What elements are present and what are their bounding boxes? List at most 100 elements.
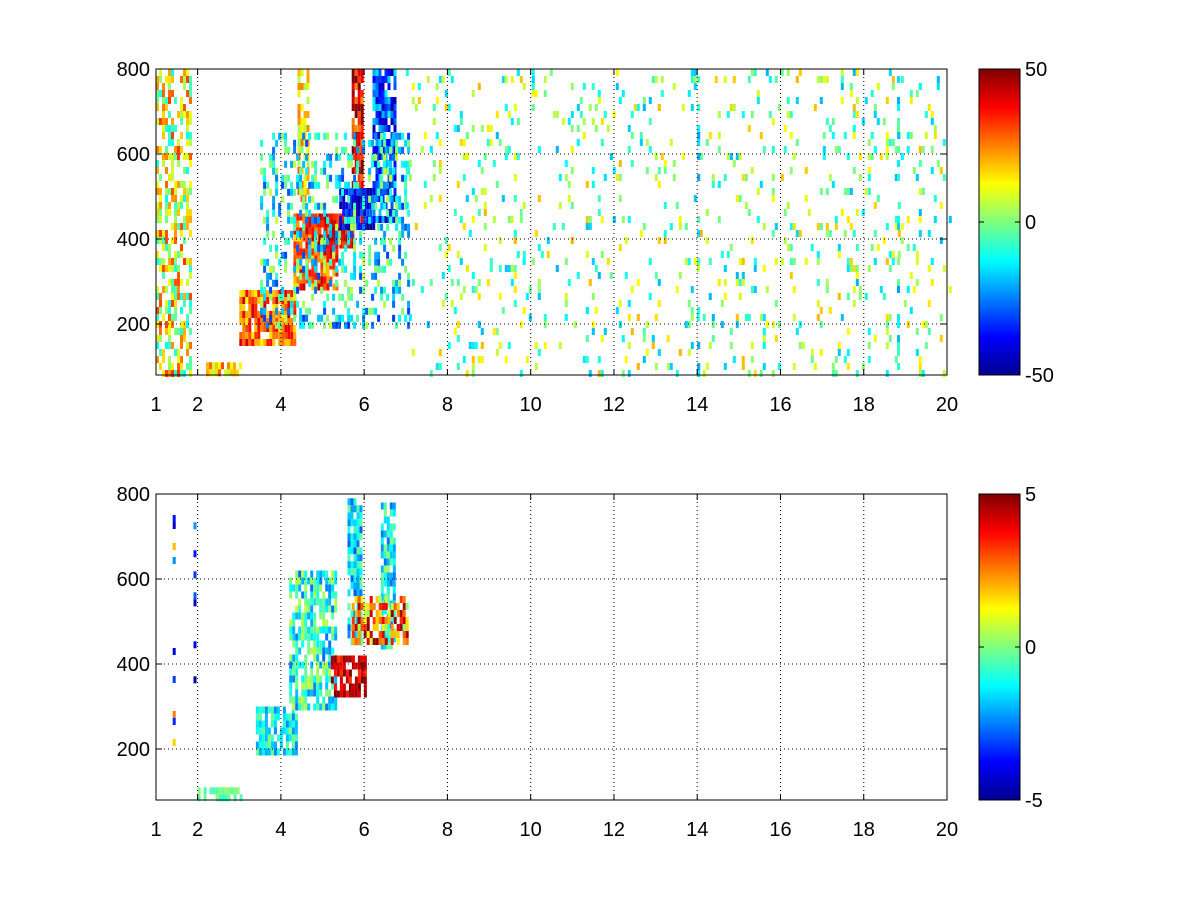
heatmap-cell [711,181,715,188]
heatmap-cell [507,111,511,118]
heatmap-cell [504,76,508,83]
heatmap-cell [299,209,303,217]
heatmap-cell [297,111,301,118]
heatmap-cell [350,272,354,280]
heatmap-cell [378,209,382,216]
heatmap-cell [189,90,192,97]
heatmap-cell [221,787,225,795]
heatmap-cell [383,502,387,510]
heatmap-cell [555,146,559,153]
heatmap-cell [284,132,288,140]
heatmap-cell [299,213,303,221]
heatmap-cell [272,279,276,287]
heatmap-cell [594,125,598,132]
heatmap-cell [389,523,393,531]
heatmap-cell [822,146,826,153]
heatmap-cell [576,272,580,279]
heatmap-cell [273,713,277,721]
heatmap-cell [495,349,499,356]
heatmap-cell [378,76,382,83]
heatmap-cell [537,146,541,153]
heatmap-cell [290,318,294,325]
heatmap-cell [759,314,763,321]
heatmap-cell [570,146,574,153]
heatmap-cell [304,633,308,641]
heatmap-cell [398,237,402,245]
heatmap-cell [371,160,375,168]
heatmap-cell [356,589,360,597]
heatmap-cell [311,241,315,249]
heatmap-cell [272,160,276,168]
heatmap-cell [174,237,177,244]
heatmap-cell [359,526,363,534]
heatmap-cell [311,160,315,168]
heatmap-cell [372,223,376,230]
heatmap-cell [308,237,312,245]
heatmap-cell [351,683,355,691]
heatmap-cell [386,586,390,594]
heatmap-cell [317,255,321,263]
heatmap-cell [165,202,168,209]
x-tick-label: 16 [769,819,791,841]
heatmap-cell [326,283,330,291]
heatmap-cell [171,363,174,370]
heatmap-cell [183,237,186,244]
heatmap-cell [654,272,658,279]
heatmap-cell [395,321,399,329]
heatmap-cell [380,642,384,650]
heatmap-cell [189,307,192,314]
heatmap-cell [384,111,388,118]
heatmap-cell [372,181,376,188]
heatmap-cell [645,349,649,356]
heatmap-cell [708,258,712,265]
heatmap-cell [540,251,544,258]
heatmap-cell [162,83,165,90]
heatmap-cell [810,244,814,251]
heatmap-cell [295,661,299,669]
heatmap-cell [320,251,324,259]
heatmap-cell [846,265,850,272]
heatmap-cell [693,76,697,83]
heatmap-cell [392,244,396,252]
heatmap-cell [342,213,346,221]
heatmap-cell [675,370,679,377]
heatmap-cell [353,498,357,506]
heatmap-cell [789,272,793,279]
heatmap-cell [723,363,727,370]
heatmap-cell [372,90,376,97]
heatmap-cell [663,167,667,174]
heatmap-cell [468,342,472,349]
heatmap-cell [375,188,379,195]
heatmap-cell [386,558,390,566]
heatmap-cell [774,300,778,307]
heatmap-cell [477,209,481,216]
heatmap-cell [375,181,379,188]
heatmap-cell [162,90,165,97]
heatmap-feature-1 [156,69,192,377]
heatmap-cell [257,318,261,325]
heatmap-cell [386,635,390,643]
heatmap-cell [344,279,348,287]
heatmap-cell [360,118,364,125]
heatmap-cell [347,505,351,513]
heatmap-cell [804,167,808,174]
heatmap-cell [328,675,332,683]
heatmap-cell [384,603,388,610]
heatmap-cell [381,603,385,610]
heatmap-cell [168,153,171,160]
heatmap-cell [392,544,396,552]
heatmap-cell [356,540,360,548]
heatmap-cell [368,251,372,259]
heatmap-cell [447,265,451,272]
heatmap-cell [383,579,387,587]
heatmap-cell [486,279,490,286]
heatmap-cell [846,328,850,335]
heatmap-cell [245,318,249,325]
heatmap-cell [813,363,817,370]
heatmap-cell [366,610,370,617]
heatmap-cell [492,160,496,167]
heatmap-cell [384,104,388,111]
x-tick-label: 12 [603,394,625,416]
heatmap-cell [348,223,352,230]
heatmap-cell [287,290,291,297]
